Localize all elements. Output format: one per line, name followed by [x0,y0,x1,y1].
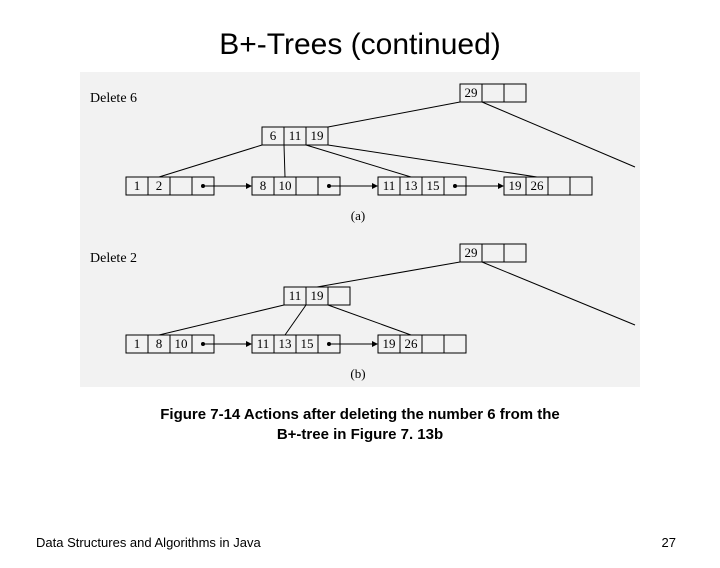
svg-text:19: 19 [311,128,324,143]
svg-text:10: 10 [279,178,292,193]
btree-figure: Delete 62961119128101113151926(a)Delete … [80,72,640,387]
page-number: 27 [662,535,676,550]
svg-text:26: 26 [405,336,419,351]
svg-text:1: 1 [134,336,141,351]
figure-caption: Figure 7-14 Actions after deleting the n… [0,405,720,446]
svg-text:(a): (a) [351,208,365,223]
svg-text:15: 15 [301,336,314,351]
svg-text:11: 11 [257,336,270,351]
svg-text:19: 19 [311,288,324,303]
svg-text:29: 29 [465,85,478,100]
svg-text:13: 13 [279,336,292,351]
svg-text:10: 10 [175,336,188,351]
svg-text:2: 2 [156,178,163,193]
svg-text:Delete 2: Delete 2 [90,251,137,266]
svg-text:11: 11 [289,128,302,143]
svg-text:19: 19 [509,178,522,193]
caption-line2: B+-tree in Figure 7. 13b [277,426,443,443]
footer-source: Data Structures and Algorithms in Java [36,535,261,550]
svg-text:26: 26 [531,178,545,193]
svg-text:15: 15 [427,178,440,193]
slide-title: B+-Trees (continued) [0,28,720,62]
svg-text:8: 8 [260,178,267,193]
svg-text:1: 1 [134,178,141,193]
caption-line1: Figure 7-14 Actions after deleting the n… [160,406,560,423]
svg-text:(b): (b) [350,366,365,381]
svg-text:11: 11 [383,178,396,193]
svg-text:8: 8 [156,336,163,351]
svg-text:6: 6 [270,128,277,143]
svg-text:19: 19 [383,336,396,351]
svg-text:11: 11 [289,288,302,303]
svg-text:13: 13 [405,178,418,193]
svg-text:29: 29 [465,245,478,260]
svg-text:Delete 6: Delete 6 [90,91,137,106]
